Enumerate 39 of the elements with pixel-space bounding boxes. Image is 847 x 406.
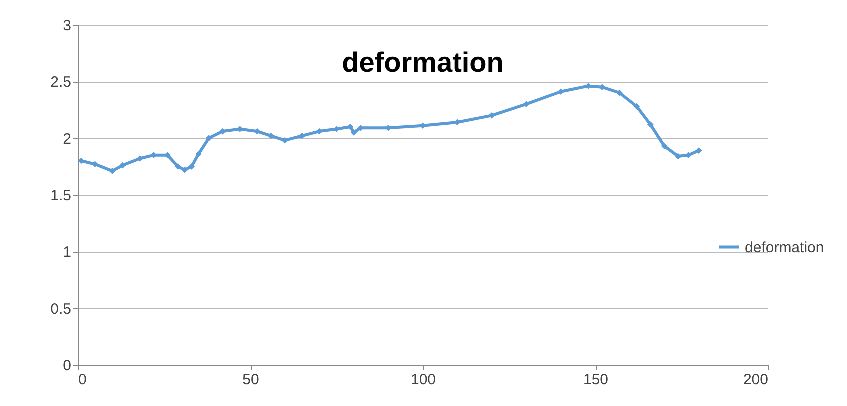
point [136, 156, 144, 162]
point [92, 161, 98, 168]
point [616, 90, 623, 96]
point [488, 112, 496, 119]
point [350, 130, 358, 136]
point [299, 132, 306, 140]
y-tick-label: 2.5 [50, 74, 72, 92]
x-tick-label: 200 [743, 372, 768, 388]
y-tick-label: 1.5 [50, 188, 72, 204]
point [454, 119, 461, 126]
point [120, 162, 126, 169]
x-tick-label: 50 [242, 372, 260, 388]
legend-label: deformation [745, 239, 824, 256]
y-tick-label: 2 [63, 130, 72, 148]
y-tick-label: 3 [63, 18, 72, 34]
y-tick-label: 1 [63, 244, 72, 262]
point [268, 132, 274, 140]
point [634, 103, 640, 110]
point [675, 153, 682, 160]
x-tick-label: 150 [583, 372, 609, 388]
x-tick-label: 0 [78, 372, 87, 388]
point [558, 88, 564, 96]
point [661, 143, 668, 150]
point [254, 128, 261, 135]
point [696, 148, 702, 154]
point [206, 135, 212, 142]
y-tick-label: 0 [63, 358, 72, 374]
point [174, 164, 182, 170]
point [648, 122, 654, 128]
point [316, 128, 323, 135]
point [182, 166, 188, 174]
y-tick-label: 0.5 [50, 300, 72, 318]
point [188, 164, 196, 170]
point [109, 168, 116, 174]
x-tick-label: 100 [410, 372, 436, 388]
point [282, 137, 288, 144]
point [196, 151, 202, 158]
point [523, 101, 530, 108]
text: deformation [342, 47, 504, 78]
